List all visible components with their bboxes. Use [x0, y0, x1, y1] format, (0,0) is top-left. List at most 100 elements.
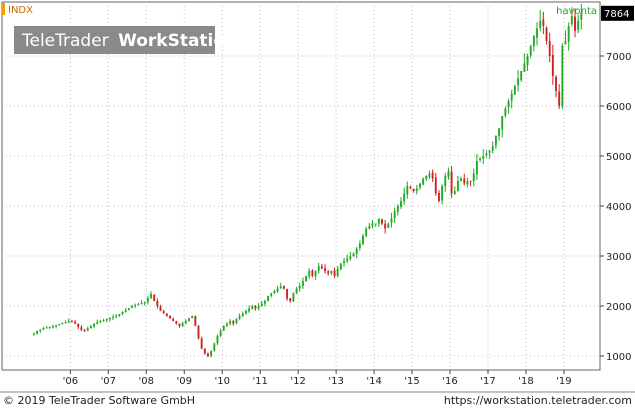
candle — [498, 127, 501, 141]
candle-body — [387, 223, 390, 228]
candle — [336, 265, 339, 278]
candle-body — [536, 28, 538, 38]
candle — [387, 222, 390, 228]
candle — [567, 22, 570, 51]
candle — [200, 336, 203, 350]
candle-body — [184, 321, 187, 324]
x-tick-label: '06 — [63, 376, 78, 387]
candle — [169, 315, 171, 319]
candle-body — [286, 289, 289, 299]
candle-body — [191, 316, 194, 319]
candle — [539, 10, 542, 32]
candle-body — [235, 318, 238, 324]
candle-body — [409, 187, 412, 189]
candle-body — [441, 186, 444, 201]
footer-url[interactable]: https://workstation.teletrader.com — [444, 394, 632, 407]
candle — [115, 313, 118, 319]
y-tick-label: 6000 — [606, 102, 631, 113]
candle — [143, 301, 146, 306]
candle-body — [320, 266, 323, 269]
candle — [146, 295, 149, 305]
candle-body — [292, 293, 295, 302]
candle-body — [260, 303, 263, 307]
candle-body — [127, 308, 130, 310]
candle — [162, 309, 165, 314]
candle — [153, 294, 156, 302]
candle-body — [279, 286, 282, 289]
candle-body — [381, 219, 383, 224]
candle — [485, 150, 488, 158]
candle — [301, 277, 304, 290]
candle-body — [200, 338, 203, 349]
candle-body — [438, 192, 440, 201]
candle — [453, 186, 456, 195]
candle — [172, 317, 175, 322]
candle — [343, 257, 345, 267]
candle-body — [55, 325, 58, 327]
candle-body — [124, 310, 127, 312]
candle — [381, 218, 383, 226]
candle-body — [567, 26, 570, 42]
candle-body — [400, 201, 402, 207]
candle-body — [390, 218, 393, 223]
candle — [96, 319, 99, 325]
candle-body — [428, 173, 431, 177]
candle-body — [159, 306, 162, 311]
candle — [188, 317, 190, 322]
candle-body — [415, 188, 418, 192]
candle-body — [444, 176, 447, 187]
candle — [181, 321, 184, 327]
candle — [55, 324, 58, 329]
candle — [251, 304, 254, 310]
candle-body — [301, 281, 304, 287]
candle — [254, 305, 257, 311]
candle-body — [548, 40, 551, 56]
x-tick-label: '19 — [556, 376, 571, 387]
candle — [184, 319, 187, 325]
candle-body — [137, 304, 140, 305]
candle — [257, 303, 260, 311]
candle-body — [529, 46, 532, 56]
candle — [520, 70, 523, 82]
candle-body — [175, 321, 178, 324]
candle — [510, 89, 513, 109]
candle — [222, 324, 225, 331]
candle — [444, 172, 447, 192]
candle — [532, 34, 535, 52]
y-tick-label: 4000 — [606, 202, 631, 213]
candle-body — [216, 336, 219, 344]
candle-body — [203, 348, 206, 354]
candle — [517, 69, 520, 92]
candle — [210, 350, 213, 358]
candle — [428, 170, 431, 180]
candle — [279, 282, 282, 289]
candle — [529, 44, 532, 59]
candle-body — [463, 178, 466, 184]
candle-body — [349, 256, 352, 260]
candle — [580, 3, 583, 30]
candle — [577, 14, 580, 34]
candle — [463, 173, 466, 186]
candle — [339, 262, 342, 271]
candle-body — [371, 223, 374, 226]
candle — [178, 323, 181, 328]
candle — [374, 223, 377, 227]
candle-body — [197, 325, 200, 339]
y-tick-label: 5000 — [606, 152, 631, 163]
candle — [438, 190, 440, 203]
candle — [216, 334, 219, 346]
x-tick-label: '14 — [366, 376, 381, 387]
candle — [156, 298, 159, 309]
grid-lines — [2, 2, 600, 370]
candle-body — [469, 180, 472, 182]
candle — [406, 181, 409, 199]
candle-body — [520, 71, 523, 81]
candle — [61, 322, 64, 325]
candle-body — [526, 56, 529, 66]
candle-body — [491, 146, 494, 151]
candle-body — [118, 314, 121, 316]
candle-body — [61, 323, 64, 324]
candle-body — [89, 326, 92, 329]
candle — [393, 207, 396, 224]
